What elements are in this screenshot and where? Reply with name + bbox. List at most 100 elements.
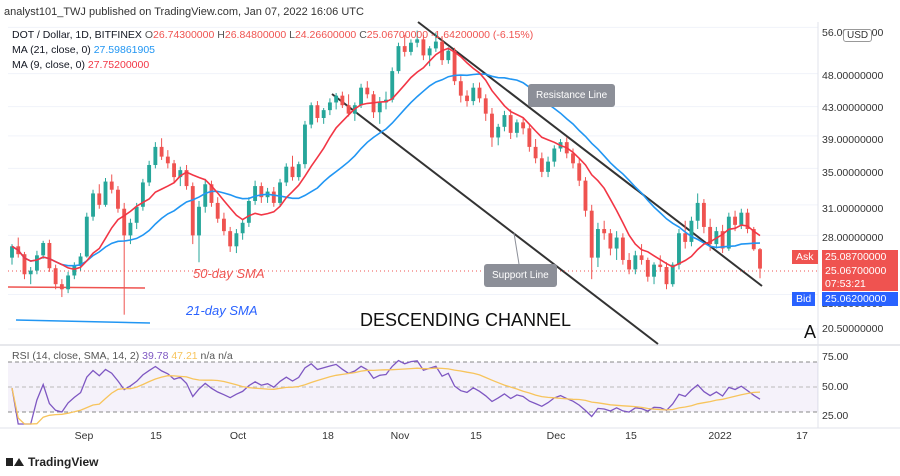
- candle-body: [733, 216, 737, 225]
- candle: [521, 117, 526, 135]
- resistance-line-callout[interactable]: Resistance Line: [528, 84, 616, 107]
- price-tick: 20.50000000: [822, 323, 884, 335]
- candle: [253, 180, 258, 205]
- candle-body: [53, 268, 58, 285]
- low-value: 24.26600000: [294, 29, 357, 41]
- time-tick: Oct: [229, 430, 247, 442]
- candle: [184, 164, 189, 190]
- candle: [502, 110, 507, 132]
- candle-body: [240, 222, 245, 234]
- candle: [589, 204, 594, 280]
- ma9-label: MA (9, close, 0): [12, 59, 85, 71]
- time-tick: 15: [625, 430, 637, 442]
- currency-button[interactable]: USD: [843, 29, 873, 42]
- candle-body: [527, 128, 532, 147]
- rsi-value: 39.78: [142, 350, 169, 362]
- candle-body: [452, 50, 457, 82]
- candle-body: [695, 202, 700, 221]
- candle-body: [103, 181, 108, 205]
- candle: [477, 82, 482, 103]
- bid-tag: Bid: [792, 292, 816, 306]
- candle: [271, 186, 276, 207]
- support-pointer: [513, 232, 520, 265]
- candle: [701, 199, 706, 234]
- support-line-callout[interactable]: Support Line: [484, 264, 557, 287]
- candle: [284, 163, 289, 187]
- candle: [16, 237, 21, 258]
- candle: [278, 178, 282, 206]
- candle-body: [701, 202, 706, 227]
- candle: [720, 224, 725, 254]
- rsi-legend[interactable]: RSI (14, close, SMA, 14, 2) 39.78 47.21 …: [12, 350, 233, 362]
- candle-body: [165, 156, 170, 164]
- ma9-line: [11, 47, 761, 271]
- ma21-legend[interactable]: MA (21, close, 0) 27.59861905: [12, 44, 155, 56]
- candle: [28, 267, 33, 285]
- high-value: 26.84800000: [224, 29, 287, 41]
- candle: [84, 212, 89, 258]
- candle-body: [290, 166, 295, 178]
- rsi-line: [11, 359, 761, 425]
- candle: [677, 229, 681, 270]
- low-label: L: [289, 29, 295, 41]
- candle: [140, 178, 145, 211]
- candle-body: [91, 193, 95, 217]
- descending-channel-annotation: DESCENDING CHANNEL: [360, 310, 572, 330]
- candle-body: [10, 246, 14, 258]
- candle-body: [689, 220, 694, 242]
- grid: [8, 26, 818, 330]
- candle-body: [334, 95, 339, 103]
- candle-body: [296, 164, 301, 178]
- candle: [103, 177, 108, 207]
- candle: [240, 218, 245, 240]
- candle-body: [415, 39, 420, 43]
- candle: [122, 202, 127, 315]
- candle: [514, 119, 519, 138]
- candle: [390, 67, 395, 103]
- candle: [172, 159, 176, 183]
- time-tick: Sep: [74, 430, 94, 442]
- candle: [153, 142, 158, 169]
- candle: [608, 229, 613, 256]
- sma50-reference-line: [7, 286, 146, 289]
- candle-body: [315, 105, 320, 118]
- candle-body: [571, 153, 575, 164]
- ma9-legend[interactable]: MA (9, close, 0) 27.75200000: [12, 59, 149, 71]
- candle: [66, 271, 71, 294]
- candle-body: [271, 191, 276, 203]
- candle: [664, 262, 669, 290]
- candle: [222, 212, 226, 236]
- candle-body: [346, 105, 351, 114]
- candle: [415, 30, 420, 48]
- candle: [596, 222, 600, 268]
- symbol-label[interactable]: DOT / Dollar, 1D, BITFINEX: [12, 29, 142, 41]
- candle: [465, 90, 469, 107]
- candle-body: [327, 102, 332, 111]
- candle: [165, 150, 170, 169]
- tradingview-footer[interactable]: TradingView: [6, 455, 98, 469]
- sma21-annotation: 21-day SMA: [186, 303, 258, 318]
- candle-body: [490, 113, 494, 138]
- candle: [303, 120, 307, 169]
- candle: [602, 220, 607, 240]
- candle-body: [209, 184, 214, 203]
- candle-body: [303, 124, 307, 165]
- candle-body: [458, 81, 463, 96]
- candle-body: [502, 115, 507, 127]
- candle: [35, 250, 39, 275]
- candle-body: [627, 259, 632, 270]
- candle-body: [147, 164, 152, 183]
- candle-body: [608, 233, 613, 249]
- candle-body: [59, 284, 64, 290]
- candle-body: [359, 87, 363, 106]
- candle-body: [446, 50, 451, 61]
- candle: [446, 47, 451, 64]
- time-tick: Dec: [546, 430, 566, 442]
- candle-body: [664, 267, 669, 285]
- open-label: O: [144, 29, 154, 41]
- candle: [309, 102, 314, 129]
- candle: [409, 39, 413, 56]
- candle-body: [128, 222, 133, 236]
- candle: [215, 197, 220, 223]
